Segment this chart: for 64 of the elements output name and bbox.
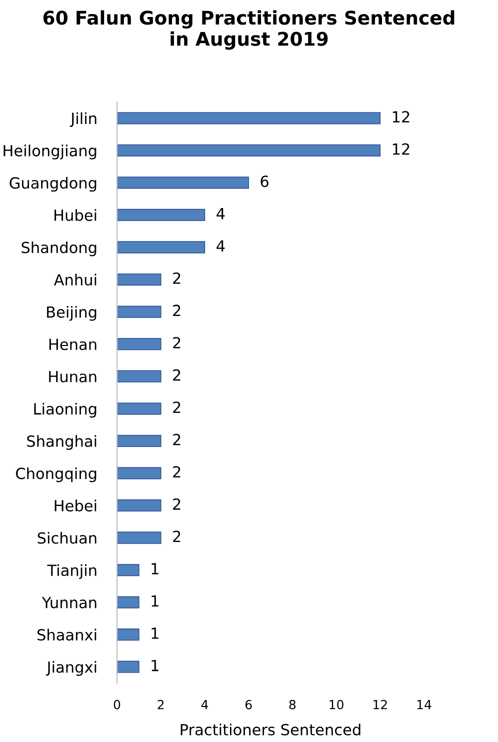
bar bbox=[117, 434, 162, 447]
bar bbox=[117, 176, 249, 189]
bar bbox=[117, 370, 162, 382]
data-label: 12 bbox=[392, 111, 410, 122]
x-tick-label: 4 bbox=[201, 700, 208, 710]
data-label: 4 bbox=[216, 208, 225, 220]
x-tick-label: 10 bbox=[330, 700, 344, 710]
bar bbox=[117, 144, 381, 156]
y-tick-label: Hubei bbox=[54, 209, 96, 221]
bar bbox=[117, 338, 162, 350]
bar bbox=[117, 112, 381, 124]
bar bbox=[117, 628, 140, 641]
bar bbox=[117, 596, 140, 608]
bar bbox=[117, 564, 140, 576]
data-label: 2 bbox=[173, 466, 180, 478]
y-tick-label: Anhui bbox=[54, 274, 96, 286]
bar bbox=[117, 402, 162, 415]
y-tick-label: Hebei bbox=[54, 500, 96, 512]
x-axis-title: Practitioners Sentenced bbox=[180, 724, 360, 736]
bar bbox=[117, 660, 140, 673]
bar bbox=[117, 241, 206, 254]
y-tick-label: Shandong bbox=[22, 241, 96, 256]
data-label: 2 bbox=[173, 498, 180, 510]
data-label: 4 bbox=[216, 240, 225, 252]
data-label: 6 bbox=[260, 176, 268, 188]
x-tick-label: 12 bbox=[374, 700, 387, 710]
data-label: 2 bbox=[173, 369, 180, 381]
chart-title: 60 Falun Gong Practitioners Sentenced in August 2019 bbox=[43, 10, 454, 50]
x-tick-label: 6 bbox=[245, 700, 252, 710]
y-tick-label: Henan bbox=[49, 338, 96, 350]
bar bbox=[117, 208, 206, 222]
y-tick-label: Jilin bbox=[70, 112, 96, 127]
y-tick-label: Heilongjiang bbox=[4, 144, 96, 160]
data-label: 1 bbox=[152, 595, 158, 607]
bar bbox=[117, 273, 162, 286]
bar bbox=[117, 532, 162, 544]
bar bbox=[117, 499, 162, 512]
y-tick-label: Guangdong bbox=[10, 176, 96, 192]
data-label: 2 bbox=[173, 530, 180, 542]
data-label: 2 bbox=[173, 434, 180, 446]
x-tick-label: 0 bbox=[114, 700, 120, 710]
data-label: 2 bbox=[173, 336, 180, 348]
data-label: 1 bbox=[152, 563, 158, 574]
y-tick-label: Beijing bbox=[47, 306, 96, 321]
x-tick-label: 2 bbox=[158, 700, 164, 710]
bar bbox=[117, 306, 162, 318]
y-tick-label: Shaanxi bbox=[37, 628, 96, 641]
y-tick-label: Sichuan bbox=[38, 532, 96, 544]
y-tick-label: Shanghai bbox=[27, 435, 96, 450]
data-label: 1 bbox=[152, 628, 158, 639]
y-tick-label: Hunan bbox=[49, 371, 96, 382]
bar bbox=[117, 467, 162, 480]
data-label: 1 bbox=[152, 660, 158, 672]
y-tick-label: Chongqing bbox=[16, 467, 96, 482]
data-label: 2 bbox=[173, 304, 180, 316]
data-label: 2 bbox=[173, 272, 180, 284]
y-tick-label: Tianjin bbox=[47, 564, 96, 580]
y-tick-label: Liaoning bbox=[34, 402, 96, 418]
y-tick-label: Jiangxi bbox=[46, 661, 96, 676]
y-tick-label: Yunnan bbox=[42, 596, 96, 608]
x-tick-label: 14 bbox=[417, 700, 432, 710]
x-tick-label: 8 bbox=[289, 700, 296, 710]
data-label: 12 bbox=[392, 143, 410, 155]
data-label: 2 bbox=[173, 402, 180, 413]
